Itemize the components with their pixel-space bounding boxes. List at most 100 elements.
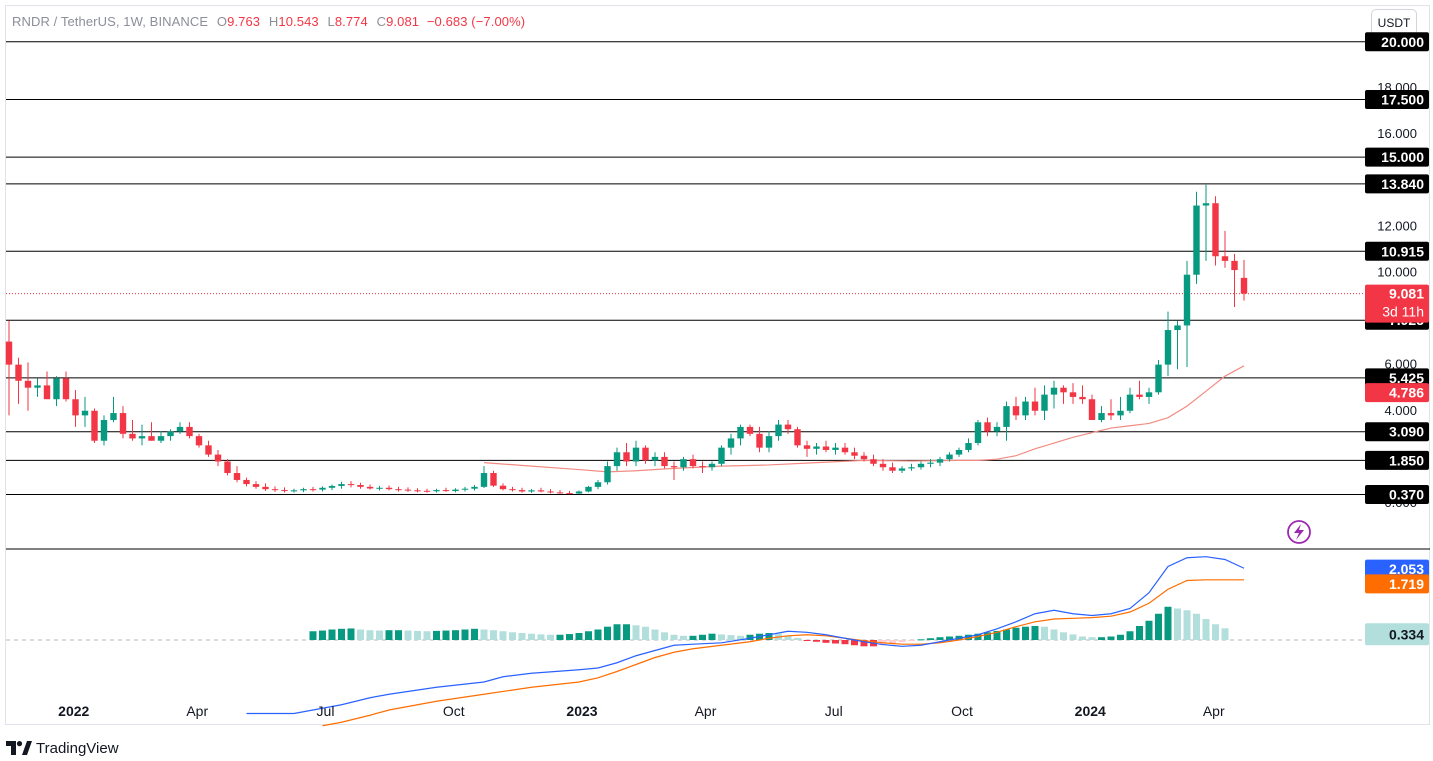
price-tick-label: 12.000 [1377,218,1417,233]
histogram-bar [1060,632,1067,640]
candle-body [490,473,497,486]
level-label: 17.500 [1381,91,1424,107]
candle-body [385,487,393,490]
candle-body [319,487,326,490]
candle-body [898,468,906,471]
time-tick-label: Jul [825,703,843,719]
histogram-bar [984,632,991,640]
candle-body [813,446,820,449]
histogram-bar [699,634,706,640]
histogram-bar [784,635,792,640]
histogram-bar [1126,631,1134,640]
candle-body [936,459,944,463]
histogram-bar [680,635,687,640]
candle-body [927,462,934,464]
candle-body [357,485,364,487]
candle-body [414,490,421,492]
candle-body [100,419,108,441]
price-tick-label: 4.000 [1384,403,1417,418]
histogram-bar [651,629,659,640]
candle-body [499,485,507,490]
ma-label-bg [1365,383,1429,403]
signal-label-bg [1365,574,1429,594]
time-tick-label: Jul [317,703,335,719]
candle-body [822,446,830,450]
candle-body [775,424,782,437]
histogram-bar [841,640,849,645]
candle-body [1183,274,1191,326]
candle-body [366,486,374,489]
candle-body [328,485,336,488]
histogram-bar [670,634,678,640]
candles[interactable] [5,184,1248,495]
candle-body [699,466,706,468]
candle-body [547,491,554,493]
brand-name: TradingView [36,739,119,757]
symbol-title[interactable]: RNDR / TetherUS, 1W, BINANCE [12,14,209,29]
histogram-bar [423,631,431,640]
histogram-bar [927,638,934,640]
candle-body [670,466,678,468]
time-tick-label: Apr [186,703,208,719]
candle-body [841,447,849,453]
histogram-label: 0.334 [1389,626,1424,642]
histogram-bar [832,640,839,644]
histogram-bar [1202,619,1210,640]
histogram-bar [594,629,602,640]
candle-body [1117,410,1124,416]
candle-body [908,467,915,469]
candle-body [993,426,1001,432]
level-label: 13.840 [1381,176,1424,192]
candle-body [1193,205,1200,275]
histogram-bar [794,637,801,640]
candle-body [727,438,735,448]
axis-labels: 20.00017.50015.00013.84010.9157.9255.425… [1365,32,1429,646]
candle-body [1145,392,1153,397]
histogram-bar [328,629,336,640]
tradingview-logo[interactable]: TradingView [6,738,119,758]
candle-body [452,489,459,492]
change-value: −0.683 (−7.00%) [426,14,526,29]
candle-body [271,489,279,491]
histogram-bar [575,633,583,640]
level-label-bg [1365,484,1429,504]
candle-body [1155,364,1162,393]
candle-body [1136,394,1143,397]
candle-body [1041,394,1048,411]
histogram-bar [414,630,421,640]
time-axis[interactable]: 2022 Apr Jul Oct 2023 Apr Jul Oct 2024 Apr [58,703,1225,719]
candle-body [110,413,117,420]
histogram-bar [480,629,488,640]
candle-body [889,467,896,471]
candle-body [1126,394,1134,411]
candle-body [556,492,564,494]
close-value: 9.081 [386,14,420,29]
candle-body [34,385,41,388]
histogram-bar [509,632,516,640]
candle-body [423,490,431,492]
histogram-bar [1221,628,1229,640]
alert-icon-ring [1287,520,1311,544]
high-label: H [268,14,279,29]
time-tick-label: 2024 [1075,703,1106,719]
candle-body [632,447,640,462]
level-label: 3.090 [1389,424,1424,440]
candle-body [575,491,583,494]
histogram-bar [1155,613,1162,640]
histogram-bar [613,624,621,640]
candle-body [233,473,241,480]
price-tick-label: 10.000 [1377,264,1417,279]
alert-icon[interactable] [1287,520,1311,544]
level-label-bg [1365,422,1429,442]
candle-body [1031,401,1039,411]
histogram-bar [585,631,592,640]
histogram-bar [1079,636,1086,640]
level-label-bg [1365,89,1429,109]
candle-body [537,490,545,492]
level-label-bg [1365,368,1429,388]
macd-label: 2.053 [1389,561,1424,577]
histogram-bar [1174,608,1181,640]
candle-body [138,436,146,439]
histogram-bar [309,631,317,640]
